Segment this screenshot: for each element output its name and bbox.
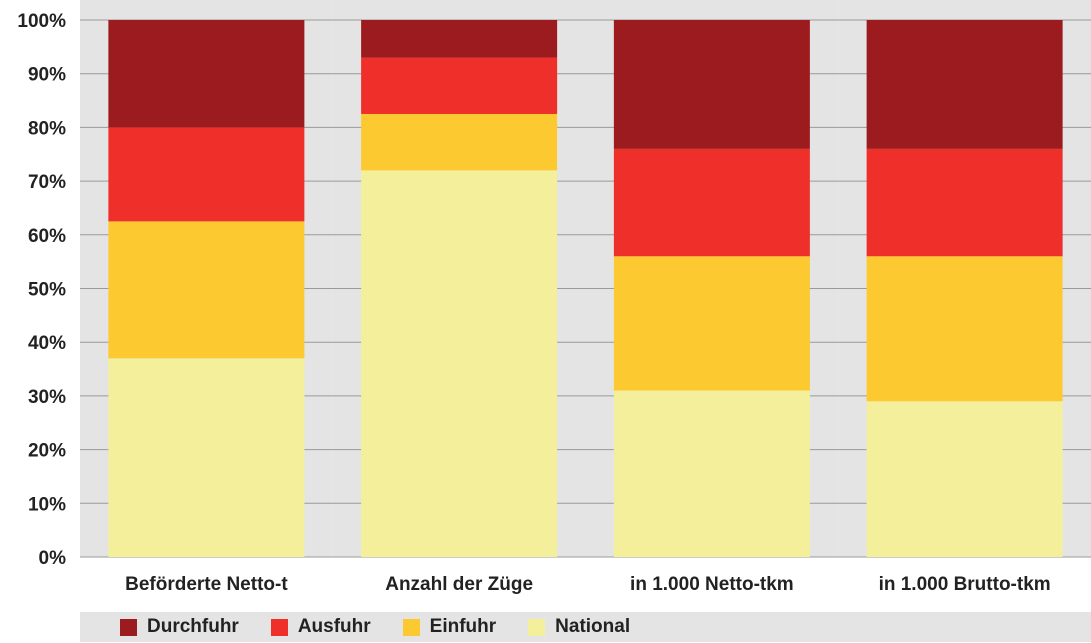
legend: Durchfuhr Ausfuhr Einfuhr National	[80, 612, 1091, 642]
x-tick-label-anzahl-der-zuge: Anzahl der Züge	[385, 574, 533, 595]
y-tick-label-80: 80%	[28, 118, 66, 139]
legend-label-einfuhr: Einfuhr	[429, 616, 497, 637]
x-tick-label-in-1-000-brutto-tkm: in 1.000 Brutto-tkm	[879, 574, 1051, 595]
x-tick-label-in-1-000-netto-tkm: in 1.000 Netto-tkm	[630, 574, 794, 595]
x-axis: Beförderte Netto-t Anzahl der Züge in 1.00…	[125, 574, 1051, 595]
y-tick-label-20: 20%	[28, 441, 66, 462]
y-tick-label-90: 90%	[28, 65, 66, 86]
bar-beforderte-netto-t-durchfuhr	[108, 20, 305, 128]
y-axis: 0% 10% 20% 30% 40% 50% 60% 70% 80% 90% 100%	[17, 11, 66, 569]
bar-in-1-000-brutto-tkm-einfuhr	[866, 256, 1063, 402]
bar-anzahl-der-zuge-national	[361, 170, 558, 558]
bars	[108, 20, 1063, 558]
y-tick-label-0: 0%	[39, 548, 67, 569]
y-tick-label-50: 50%	[28, 280, 66, 301]
legend-swatch-national	[528, 618, 546, 636]
legend-swatch-ausfuhr	[270, 618, 288, 636]
bar-in-1-000-brutto-tkm-national	[866, 401, 1063, 557]
bar-in-1-000-netto-tkm-durchfuhr	[613, 20, 810, 149]
bar-in-1-000-netto-tkm-ausfuhr	[613, 148, 810, 257]
y-tick-label-70: 70%	[28, 172, 66, 193]
bar-in-1-000-netto-tkm-national	[613, 390, 810, 557]
legend-swatch-durchfuhr	[120, 618, 137, 636]
legend-label-durchfuhr: Durchfuhr	[147, 616, 239, 637]
legend-swatch-einfuhr	[402, 618, 420, 636]
legend-label-national: National	[555, 616, 631, 637]
y-tick-label-10: 10%	[28, 494, 66, 515]
legend-label-ausfuhr: Ausfuhr	[297, 616, 371, 637]
legend-item-einfuhr: Einfuhr	[402, 616, 497, 638]
x-tick-label-beforderte-netto-t: Beförderte Netto-t	[125, 574, 288, 595]
bar-anzahl-der-zuge-durchfuhr	[361, 20, 558, 58]
y-tick-label-30: 30%	[28, 387, 66, 408]
legend-item-durchfuhr: Durchfuhr	[120, 616, 239, 638]
legend-item-ausfuhr: Ausfuhr	[270, 616, 371, 638]
legend-item-national: National	[528, 616, 630, 638]
bar-anzahl-der-zuge-ausfuhr	[361, 57, 558, 114]
bar-anzahl-der-zuge-einfuhr	[361, 113, 558, 171]
y-tick-label-100: 100%	[17, 11, 66, 32]
bar-in-1-000-brutto-tkm-durchfuhr	[866, 20, 1063, 149]
bar-beforderte-netto-t-national	[108, 358, 305, 557]
bar-beforderte-netto-t-ausfuhr	[108, 127, 305, 222]
bar-in-1-000-netto-tkm-einfuhr	[613, 256, 810, 391]
y-tick-label-40: 40%	[28, 333, 66, 354]
bar-in-1-000-brutto-tkm-ausfuhr	[866, 148, 1063, 257]
y-tick-label-60: 60%	[28, 226, 66, 247]
bar-beforderte-netto-t-einfuhr	[108, 221, 305, 359]
